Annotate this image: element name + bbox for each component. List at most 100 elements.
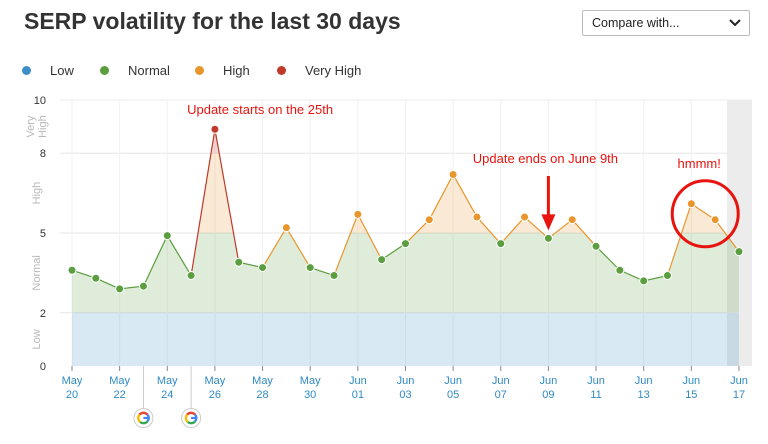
x-tick-month: Jun xyxy=(540,375,558,387)
compare-with-label: Compare with... xyxy=(592,16,680,30)
data-point xyxy=(281,223,291,233)
x-tick-day: 11 xyxy=(590,389,601,401)
google-g-arc xyxy=(138,411,149,416)
series-segment xyxy=(285,227,311,268)
data-point xyxy=(472,212,482,222)
data-point xyxy=(734,247,744,257)
chevron-down-icon xyxy=(729,19,741,27)
legend-dot-normal xyxy=(100,66,109,75)
x-tick-day: 17 xyxy=(733,389,745,401)
data-point xyxy=(162,231,172,241)
data-point xyxy=(186,271,196,281)
x-tick-month: Jun xyxy=(349,375,367,387)
data-point xyxy=(710,215,720,225)
legend-dot-low xyxy=(22,66,31,75)
series-segment xyxy=(142,235,168,287)
zone-label-very-high: VeryHigh xyxy=(25,115,49,138)
x-tick-month: May xyxy=(205,375,226,387)
x-tick-month: Jun xyxy=(682,375,700,387)
data-point xyxy=(663,271,672,281)
zone-label-high: High xyxy=(31,182,43,205)
x-tick-month: May xyxy=(109,375,130,387)
x-tick-day: 15 xyxy=(685,389,697,401)
annotation-update-starts: Update starts on the 25th xyxy=(187,102,333,117)
x-tick-day: 09 xyxy=(542,389,554,401)
data-point xyxy=(639,276,649,286)
series-segment xyxy=(381,243,406,261)
series-segment xyxy=(666,203,692,276)
x-tick-day: 30 xyxy=(304,389,316,401)
x-tick-month: Jun xyxy=(730,375,748,387)
data-point xyxy=(448,169,458,179)
y-tick-label: 8 xyxy=(40,148,46,160)
y-tick-label: 10 xyxy=(34,95,46,107)
legend-label-normal: Normal xyxy=(128,63,170,78)
x-tick-day: 24 xyxy=(161,389,173,401)
annotation-arrow-head xyxy=(541,214,556,231)
data-point xyxy=(543,233,553,243)
compare-with-dropdown[interactable]: Compare with... xyxy=(582,10,750,36)
series-segment xyxy=(357,214,383,260)
series-segment xyxy=(595,245,621,271)
series-segment xyxy=(500,216,526,245)
series-segment xyxy=(428,174,454,220)
series-segment xyxy=(333,214,359,276)
google-g-arc xyxy=(186,420,197,425)
x-tick-day: 05 xyxy=(447,389,459,401)
annotation-update-ends: Update ends on June 9th xyxy=(473,151,618,166)
x-tick-day: 03 xyxy=(399,389,411,401)
x-tick-month: Jun xyxy=(635,375,653,387)
data-point xyxy=(234,257,244,267)
data-point xyxy=(424,215,434,225)
x-tick-month: May xyxy=(157,375,178,387)
data-point xyxy=(353,209,363,219)
legend-label-high: High xyxy=(223,63,250,78)
page-title: SERP volatility for the last 30 days xyxy=(24,8,401,34)
x-tick-month: May xyxy=(252,375,273,387)
google-g-arc xyxy=(139,420,149,425)
x-tick-day: 22 xyxy=(114,389,126,401)
data-point xyxy=(615,265,625,275)
area-very-high xyxy=(211,129,220,154)
legend-dot-high xyxy=(195,66,204,75)
x-tick-month: May xyxy=(62,375,83,387)
data-point xyxy=(400,239,410,249)
data-point xyxy=(496,239,506,249)
data-point xyxy=(91,273,101,283)
x-tick-day: 13 xyxy=(638,389,650,401)
legend-label-low: Low xyxy=(50,63,74,78)
x-tick-day: 28 xyxy=(256,389,268,401)
x-tick-day: 01 xyxy=(352,389,364,401)
series-segment xyxy=(190,129,216,276)
series-segment xyxy=(405,219,430,245)
y-tick-label: 5 xyxy=(40,228,46,240)
data-point xyxy=(305,263,315,273)
google-g-arc xyxy=(184,413,189,423)
series-segment xyxy=(524,216,549,239)
x-tick-month: May xyxy=(300,375,321,387)
area-normal xyxy=(72,233,739,313)
series-segment xyxy=(166,235,192,276)
zone-label-normal: Normal xyxy=(31,255,43,290)
series-segment xyxy=(262,227,287,268)
zone-label-line-1: Very xyxy=(25,115,37,138)
zone-label-low: Low xyxy=(31,329,43,349)
data-point xyxy=(210,124,220,134)
y-tick-label: 2 xyxy=(40,308,46,320)
x-tick-day: 07 xyxy=(495,389,507,401)
annotation-circle xyxy=(670,179,740,249)
series-segment xyxy=(452,174,478,218)
x-tick-day: 26 xyxy=(209,389,221,401)
data-point xyxy=(520,212,530,222)
legend-dot-very-high xyxy=(277,66,286,75)
data-point xyxy=(329,271,339,281)
series-segment xyxy=(571,219,597,247)
low-zone-band xyxy=(72,312,739,366)
data-point xyxy=(67,265,77,275)
legend-label-very-high: Very High xyxy=(305,63,362,78)
series-segment xyxy=(548,219,573,239)
x-tick-month: Jun xyxy=(587,375,605,387)
data-point xyxy=(377,255,387,265)
x-tick-month: Jun xyxy=(397,375,415,387)
data-point xyxy=(591,241,601,251)
